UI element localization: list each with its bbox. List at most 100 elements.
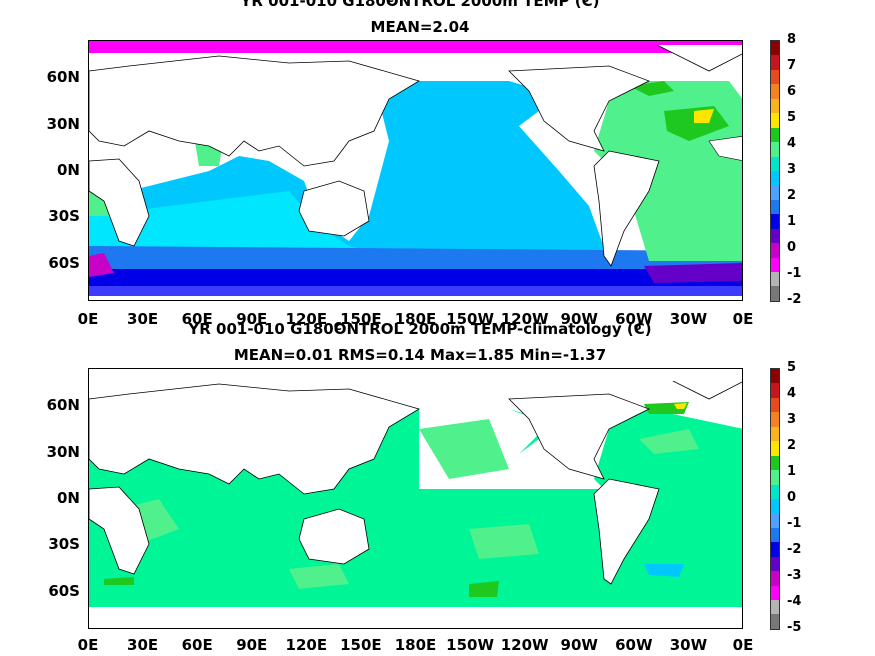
panel1-colorbar-swatch: [771, 214, 779, 229]
panel2-colorbar-label: 1: [787, 464, 797, 479]
panel2-colorbar-label: -4: [787, 594, 802, 609]
panel2-title: YR 001-010 G180 C ONTROL 2000m TEMP-climat…: [188, 320, 652, 338]
panel1-colorbar-swatch: [771, 98, 779, 114]
panel2-colorbar-label: 5: [787, 360, 797, 375]
panel1-lon-label: 120E: [285, 310, 328, 328]
panel1-colorbar-label: 7: [787, 58, 797, 73]
panel1-colorbar-label: 5: [787, 110, 797, 125]
panel1-colorbar-swatch: [771, 257, 779, 272]
panel2-colorbar-label: -2: [787, 542, 802, 557]
panel1-lon-label: 30W: [669, 310, 708, 328]
panel2-lon-label: 60E: [181, 636, 213, 654]
panel2-colorbar-swatch: [771, 571, 779, 586]
panel1-colorbar-swatch: [771, 55, 779, 70]
panel2-colorbar-swatch: [771, 498, 779, 514]
panel2-lat-label-60n: 60N: [46, 396, 80, 414]
panel1-colorbar-label: 8: [787, 32, 797, 47]
panel2-colorbar: [770, 368, 780, 630]
panel2-lon-label: 60W: [615, 636, 653, 654]
panel1-colorbar-label: -2: [787, 292, 802, 307]
panel1-lon-label: 150E: [340, 310, 382, 328]
panel1-stats: MEAN=2.04: [370, 18, 470, 36]
panel2-lon-label: 30W: [669, 636, 708, 654]
panel2-map: [88, 368, 743, 629]
panel2-lon-label: 120E: [285, 636, 328, 654]
panel1-colorbar-swatch: [771, 272, 779, 287]
panel1-colorbar-swatch: [771, 243, 779, 258]
panel1-lon-label: 60E: [181, 310, 213, 328]
panel2-lon-label: 120W: [500, 636, 549, 654]
panel2-colorbar-swatch: [771, 556, 779, 572]
panel1-colorbar-label: 0: [787, 240, 797, 255]
panel2-lon-label: 0E: [732, 636, 754, 654]
panel2-lon-label: 150E: [340, 636, 382, 654]
panel2-lon-label: 180E: [394, 636, 437, 654]
panel1-lon-axis: 0E 30E 60E 90E 120E 150E 180E 150W 120W 90W 60W 30W…: [0, 310, 875, 330]
panel1-colorbar-swatch: [771, 113, 779, 128]
panel1-lon-label: 120W: [500, 310, 549, 328]
panel1-lat-label-30s: 30S: [48, 207, 80, 225]
panel2-map-svg: [89, 369, 742, 628]
panel1-colorbar-swatch: [771, 286, 779, 301]
panel2-colorbar-label: -1: [787, 516, 802, 531]
panel2-colorbar-label: 4: [787, 386, 797, 401]
panel2-colorbar-swatch: [771, 369, 779, 384]
panel1-colorbar-swatch: [771, 127, 779, 143]
panel1-colorbar-label: 1: [787, 214, 797, 229]
panel1-colorbar-label: 2: [787, 188, 797, 203]
panel1-colorbar-swatch: [771, 170, 779, 186]
panel1-lon-label: 0E: [77, 310, 99, 328]
panel1-lon-label: 60W: [615, 310, 653, 328]
panel2-colorbar-swatch: [771, 513, 779, 528]
panel1-map-svg: [89, 41, 742, 300]
panel2-colorbar-swatch: [771, 542, 779, 557]
panel2-colorbar-swatch: [771, 455, 779, 471]
panel2-lon-label: 0E: [77, 636, 99, 654]
panel2-colorbar-swatch: [771, 484, 779, 499]
panel1-colorbar-swatch: [771, 142, 779, 157]
panel2-colorbar-swatch: [771, 397, 779, 413]
panel2-colorbar-swatch: [771, 426, 779, 442]
panel2-colorbar-label: -5: [787, 620, 802, 635]
panel2-colorbar-swatch: [771, 412, 779, 427]
panel1-colorbar: [770, 40, 780, 302]
panel2-stats: MEAN=0.01 RMS=0.14 Max=1.85 Min=-1.37: [233, 346, 607, 364]
panel1-colorbar-swatch: [771, 156, 779, 171]
panel1-colorbar-swatch: [771, 185, 779, 200]
panel2-colorbar-swatch: [771, 470, 779, 485]
panel2-colorbar-swatch: [771, 614, 779, 629]
panel2-lon-axis: 0E 30E 60E 90E 120E 150E 180E 150W 120W 90W 60W 30W…: [0, 636, 875, 656]
panel1-lon-label: 0E: [732, 310, 754, 328]
panel1-lon-label: 30E: [127, 310, 159, 328]
panel2-lat-label-30n: 30N: [46, 443, 80, 461]
panel2-colorbar-label: 2: [787, 438, 797, 453]
panel1-lon-label: 150W: [446, 310, 495, 328]
panel2-colorbar-swatch: [771, 585, 779, 600]
panel2-colorbar-swatch: [771, 441, 779, 456]
panel2-colorbar-label: -3: [787, 568, 802, 583]
panel2-colorbar-label: 0: [787, 490, 797, 505]
panel2-lon-label: 150W: [446, 636, 495, 654]
panel2-colorbar-swatch: [771, 383, 779, 398]
panel1-lon-label: 90W: [560, 310, 598, 328]
panel2-lon-label: 90E: [236, 636, 268, 654]
panel1-colorbar-swatch: [771, 41, 779, 56]
panel1-colorbar-swatch: [771, 199, 779, 215]
panel1-lon-label: 180E: [394, 310, 437, 328]
panel2-lat-label-30s: 30S: [48, 535, 80, 553]
panel2-lat-label-60s: 60S: [48, 582, 80, 600]
panel1-colorbar-swatch: [771, 69, 779, 85]
panel2-lon-label: 90W: [560, 636, 598, 654]
panel2-lat-label-0n: 0N: [57, 489, 80, 507]
panel2-colorbar-label: 3: [787, 412, 797, 427]
panel2-lon-label: 30E: [127, 636, 159, 654]
panel1-lat-label-60n: 60N: [46, 68, 80, 86]
panel1-lat-label-60s: 60S: [48, 254, 80, 272]
panel1-map: [88, 40, 743, 301]
panel1-lat-label-30n: 30N: [46, 115, 80, 133]
panel1-lon-label: 90E: [236, 310, 268, 328]
panel1-colorbar-label: -1: [787, 266, 802, 281]
panel2-colorbar-swatch: [771, 600, 779, 615]
panel1-colorbar-label: 6: [787, 84, 797, 99]
